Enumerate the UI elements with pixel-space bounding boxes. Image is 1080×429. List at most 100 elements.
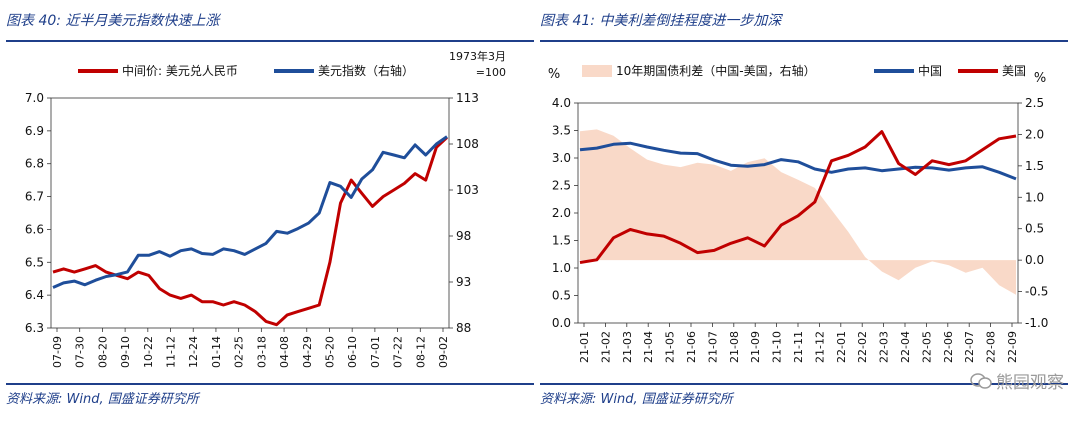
y-right-tick-label: 88 (456, 321, 471, 335)
x-tick-label: 22-05 (920, 331, 933, 363)
top-rule (540, 40, 1068, 42)
x-tick-label: 10-22 (142, 336, 155, 368)
x-tick-label: 02-25 (233, 336, 246, 368)
y-left-tick-label: 6.5 (25, 255, 44, 269)
x-tick-label: 07-22 (392, 336, 405, 368)
plot-frame (50, 97, 450, 329)
x-tick-label: 03-18 (255, 336, 268, 368)
x-tick-label: 22-09 (1006, 331, 1019, 363)
y-left-tick-label: 3.0 (552, 151, 571, 165)
source-note: 资料来源: Wind, 国盛证券研究所 (540, 392, 733, 407)
y-right-tick-label: 0.0 (1025, 253, 1044, 267)
y-left-tick-label: 4.0 (552, 96, 571, 110)
y-right-tick-label: -1.0 (1025, 316, 1048, 330)
right-axis-note: 1973年3月 (449, 49, 506, 63)
legend-swatch (582, 65, 612, 77)
source-note: 资料来源: Wind, 国盛证券研究所 (6, 392, 199, 407)
y-left-tick-label: 6.6 (25, 222, 44, 236)
x-tick-label: 22-06 (942, 331, 955, 363)
usd-index-chart: 7.0 6.9 6.8 6.7 6.6 6.5 6.4 6.3 113 108 103 98 93 88 0… (25, 49, 506, 368)
x-tick-label: 04-08 (278, 336, 291, 368)
bottom-rule (6, 383, 534, 385)
panel-rate-spread: 图表 41: 中美利差倒挂程度进一步加深 4.0 3.5 3.0 2.5 2.0 1.5 1… (540, 0, 1070, 429)
x-tick-label: 22-01 (835, 331, 848, 363)
bottom-rule (540, 383, 1068, 385)
x-tick-label: 21-05 (664, 331, 677, 363)
y-left-tick-label: 6.4 (25, 288, 44, 302)
x-tick-label: 09-10 (119, 336, 132, 368)
legend-label: 10年期国债利差（中国-美国，右轴） (616, 63, 816, 78)
x-tick-label: 12-24 (187, 336, 200, 368)
x-tick-label: 01-14 (210, 336, 223, 368)
x-tick-label: 04-29 (301, 336, 314, 368)
x-tick-label: 21-10 (771, 331, 784, 363)
y-left-tick-label: 6.9 (25, 124, 44, 138)
y-left-tick-label: 0.0 (552, 316, 571, 330)
x-tick-label: 21-02 (599, 331, 612, 363)
y-right-tick-label: 98 (456, 229, 471, 243)
right-unit-label: % (1034, 71, 1046, 86)
y-left-tick-label: 2.0 (552, 206, 571, 220)
x-tick-label: 21-08 (728, 331, 741, 363)
x-tick-label: 07-01 (369, 336, 382, 368)
y-right-tick-label: 108 (456, 137, 479, 151)
y-right-tick-label: 0.5 (1025, 222, 1044, 236)
series-line (579, 130, 1017, 264)
x-tick-label: 07-09 (51, 336, 64, 368)
watermark-text: 熊园观察 (996, 373, 1064, 393)
y-right-tick-label: 113 (456, 91, 479, 105)
series-line (579, 141, 1017, 181)
x-tick-label: 05-20 (323, 336, 336, 368)
x-tick-label: 06-10 (346, 336, 359, 368)
y-right-tick-label: 2.5 (1025, 96, 1044, 110)
left-unit-label: % (548, 67, 560, 82)
series-line (52, 135, 448, 289)
y-left-tick-label: 7.0 (25, 91, 44, 105)
x-tick-label: 22-03 (878, 331, 891, 363)
x-tick-label: 09-02 (437, 336, 450, 368)
x-tick-label: 07-30 (74, 336, 87, 368)
y-left-tick-label: 2.5 (552, 179, 571, 193)
series-line (52, 136, 449, 327)
y-left-tick-label: 6.3 (25, 321, 44, 335)
panel-usd-index: 图表 40: 近半月美元指数快速上涨 7.0 6.9 6.8 6.7 6.6 6.5 6.4… (6, 0, 536, 429)
x-tick-label: 21-06 (685, 331, 698, 363)
right-axis-note: =100 (476, 66, 506, 79)
legend-label: 美国 (1002, 64, 1026, 78)
x-tick-label: 22-08 (985, 331, 998, 363)
x-tick-label: 21-07 (706, 331, 719, 363)
y-right-tick-label: 2.0 (1025, 127, 1044, 141)
y-left-tick-label: 6.7 (25, 190, 44, 204)
legend-label: 美元指数（右轴） (318, 63, 414, 78)
y-left-tick-label: 0.5 (552, 289, 571, 303)
x-tick-label: 21-01 (578, 331, 591, 363)
rate-spread-chart: 4.0 3.5 3.0 2.5 2.0 1.5 1.0 0.5 0.0 2.5 2.0 1.5 1.0 0… (548, 63, 1049, 363)
wechat-icon (970, 372, 992, 389)
x-tick-label: 21-11 (792, 331, 805, 363)
chart-caption: 图表 40: 近半月美元指数快速上涨 (6, 13, 220, 29)
x-tick-label: 21-12 (813, 331, 826, 363)
legend-label: 中间价: 美元兑人民币 (122, 63, 238, 78)
y-right-tick-label: 93 (456, 275, 471, 289)
y-right-tick-label: -0.5 (1025, 285, 1048, 299)
y-right-tick-label: 1.5 (1025, 159, 1044, 173)
watermark: 熊园观察 (970, 368, 1064, 393)
legend-label: 中国 (918, 63, 942, 78)
top-rule (6, 40, 534, 42)
x-tick-label: 22-07 (963, 331, 976, 363)
y-left-tick-label: 1.5 (552, 234, 571, 248)
x-tick-label: 11-12 (165, 336, 178, 368)
y-right-tick-label: 1.0 (1025, 190, 1044, 204)
x-tick-label: 21-03 (621, 331, 634, 363)
y-left-tick-label: 1.0 (552, 261, 571, 275)
x-tick-label: 21-04 (642, 331, 655, 363)
chart-caption: 图表 41: 中美利差倒挂程度进一步加深 (540, 13, 782, 29)
y-left-tick-label: 3.5 (552, 124, 571, 138)
x-tick-label: 08-20 (96, 336, 109, 368)
x-tick-label: 08-12 (414, 336, 427, 368)
series-area (580, 129, 1016, 295)
x-tick-label: 22-02 (856, 331, 869, 363)
y-right-tick-label: 103 (456, 183, 479, 197)
y-left-tick-label: 6.8 (25, 157, 44, 171)
x-tick-label: 22-04 (899, 331, 912, 363)
